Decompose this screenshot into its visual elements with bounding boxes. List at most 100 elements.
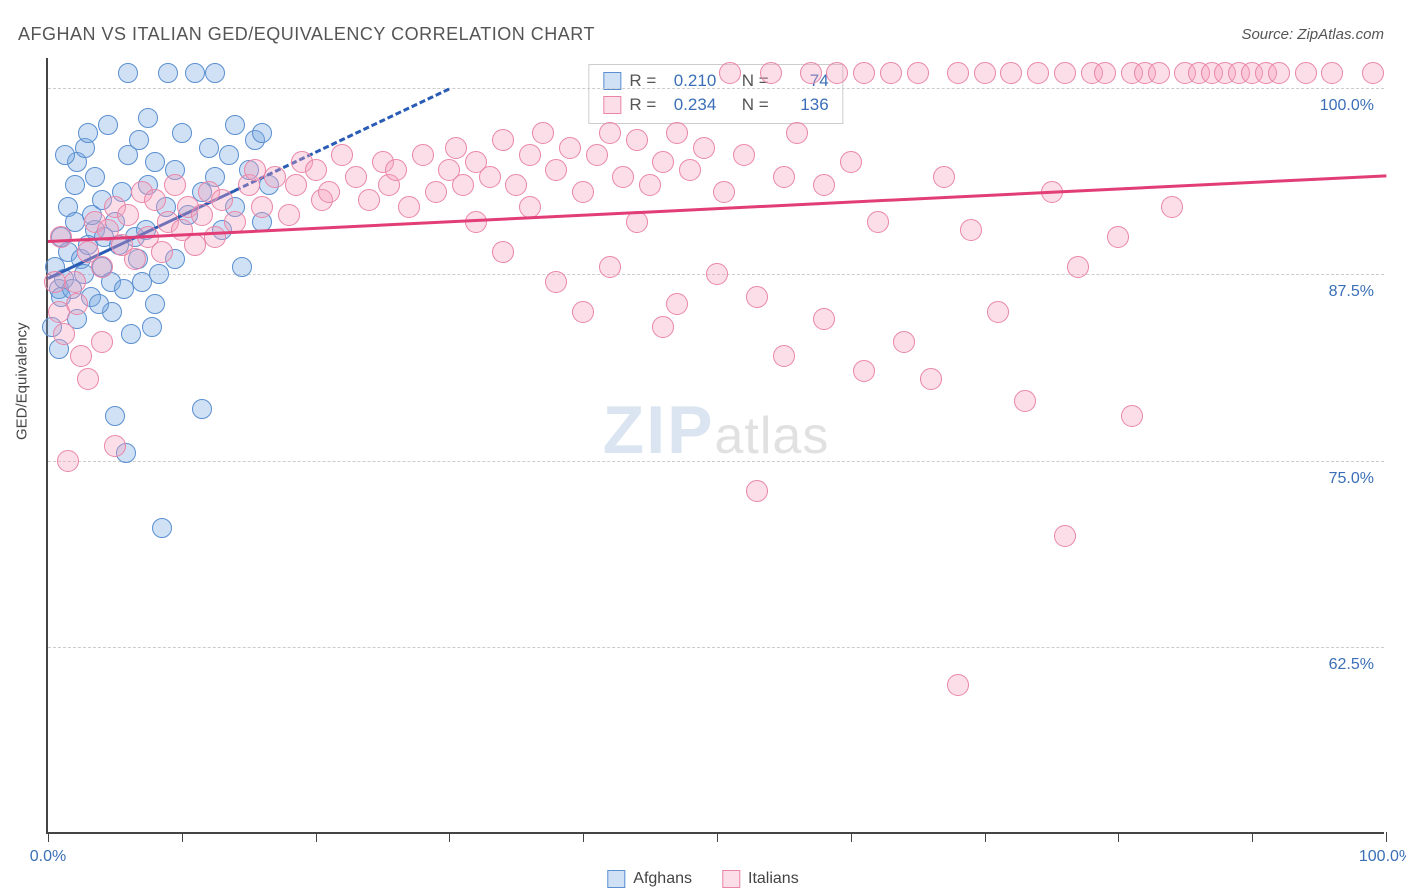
xtick [985, 832, 986, 842]
r-label: R = [629, 93, 656, 117]
data-point [612, 166, 634, 188]
legend-item-afghans: Afghans [607, 870, 692, 888]
data-point [145, 294, 165, 314]
data-point [693, 137, 715, 159]
data-point [445, 137, 467, 159]
data-point [800, 62, 822, 84]
data-point [813, 174, 835, 196]
data-point [152, 518, 172, 538]
data-point [285, 174, 307, 196]
watermark-atlas: atlas [714, 407, 829, 465]
data-point [652, 151, 674, 173]
xtick [717, 832, 718, 842]
xtick [1386, 832, 1387, 842]
data-point [1000, 62, 1022, 84]
source-label: Source: ZipAtlas.com [1241, 26, 1384, 43]
n-value-italians: 136 [777, 93, 829, 117]
data-point [78, 123, 98, 143]
stats-row-afghans: R = 0.210 N = 74 [603, 69, 828, 93]
data-point [853, 62, 875, 84]
data-point [331, 144, 353, 166]
data-point [853, 360, 875, 382]
data-point [492, 129, 514, 151]
r-value-afghans: 0.210 [664, 69, 716, 93]
data-point [66, 293, 88, 315]
data-point [318, 181, 340, 203]
legend-label-italians: Italians [748, 870, 799, 888]
data-point [192, 399, 212, 419]
legend-label-afghans: Afghans [633, 870, 692, 888]
data-point [1121, 405, 1143, 427]
legend-item-italians: Italians [722, 870, 799, 888]
data-point [105, 406, 125, 426]
data-point [164, 174, 186, 196]
data-point [519, 144, 541, 166]
data-point [626, 129, 648, 151]
data-point [225, 115, 245, 135]
data-point [55, 145, 75, 165]
data-point [385, 159, 407, 181]
data-point [251, 196, 273, 218]
data-point [1054, 62, 1076, 84]
data-point [492, 241, 514, 263]
data-point [920, 368, 942, 390]
data-point [519, 196, 541, 218]
ytick-label: 87.5% [1329, 283, 1374, 301]
data-point [545, 271, 567, 293]
data-point [199, 138, 219, 158]
data-point [138, 108, 158, 128]
data-point [706, 263, 728, 285]
data-point [479, 166, 501, 188]
data-point [184, 234, 206, 256]
data-point [142, 317, 162, 337]
data-point [151, 241, 173, 263]
data-point [893, 331, 915, 353]
data-point [358, 189, 380, 211]
data-point [666, 293, 688, 315]
xtick [1252, 832, 1253, 842]
legend-swatch-afghans-icon [607, 870, 625, 888]
data-point [1321, 62, 1343, 84]
data-point [205, 63, 225, 83]
data-point [713, 181, 735, 203]
data-point [545, 159, 567, 181]
xtick [449, 832, 450, 842]
data-point [947, 62, 969, 84]
ytick-label: 100.0% [1320, 97, 1374, 115]
data-point [158, 63, 178, 83]
data-point [65, 175, 85, 195]
bottom-legend: Afghans Italians [607, 870, 798, 888]
data-point [786, 122, 808, 144]
gridline [48, 461, 1384, 462]
data-point [345, 166, 367, 188]
data-point [77, 368, 99, 390]
data-point [907, 62, 929, 84]
watermark-zip: ZIP [603, 392, 715, 468]
ytick-label: 75.0% [1329, 470, 1374, 488]
data-point [1161, 196, 1183, 218]
data-point [933, 166, 955, 188]
ytick-label: 62.5% [1329, 656, 1374, 674]
data-point [1027, 62, 1049, 84]
swatch-italians-icon [603, 96, 621, 114]
data-point [145, 152, 165, 172]
xtick [583, 832, 584, 842]
data-point [50, 226, 72, 248]
data-point [191, 204, 213, 226]
data-point [1054, 525, 1076, 547]
data-point [118, 63, 138, 83]
data-point [149, 264, 169, 284]
stats-row-italians: R = 0.234 N = 136 [603, 93, 828, 117]
legend-swatch-italians-icon [722, 870, 740, 888]
plot-area: ZIPatlas R = 0.210 N = 74 R = 0.234 N = … [46, 58, 1384, 834]
data-point [278, 204, 300, 226]
data-point [44, 271, 66, 293]
y-axis-label: GED/Equivalency [14, 322, 31, 440]
data-point [98, 115, 118, 135]
data-point [586, 144, 608, 166]
data-point [867, 211, 889, 233]
data-point [89, 294, 109, 314]
data-point [1014, 390, 1036, 412]
data-point [599, 122, 621, 144]
data-point [91, 256, 113, 278]
